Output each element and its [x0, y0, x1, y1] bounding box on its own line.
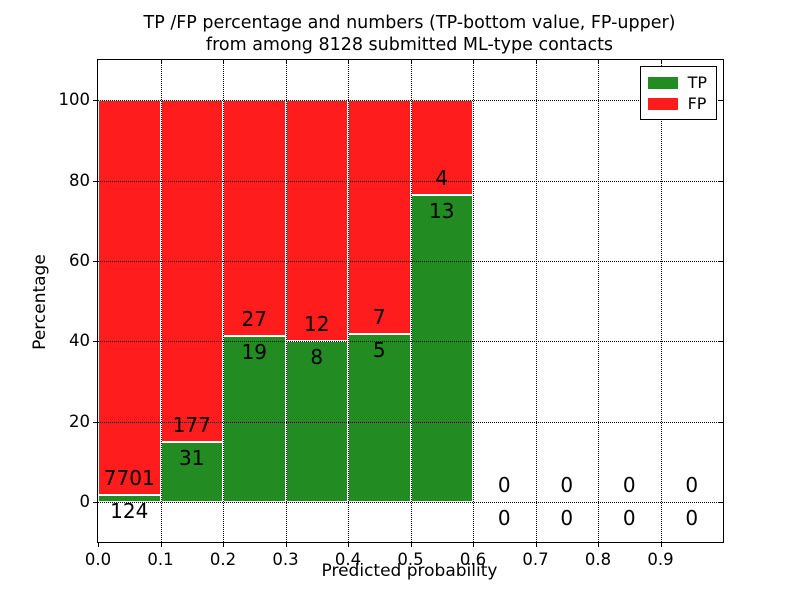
y-tick-label: 60	[69, 250, 90, 270]
y-tick-mark	[93, 501, 97, 503]
bar-segment-fp	[98, 100, 161, 496]
x-tick-mark	[410, 543, 412, 547]
fp-count-annotation: 0	[497, 472, 511, 497]
bar-segment-fp	[285, 100, 348, 342]
tp-count-annotation: 13	[429, 198, 455, 223]
legend-label-fp: FP	[687, 94, 707, 113]
y-axis-label-text: Percentage	[30, 254, 50, 350]
fp-count-annotation: 0	[685, 472, 699, 497]
x-tick-mark	[160, 543, 162, 547]
x-tick-label: 0.4	[334, 550, 362, 569]
bar-segment-fp	[160, 100, 223, 442]
tp-count-annotation: 124	[110, 499, 149, 524]
fp-count-annotation: 0	[560, 472, 574, 497]
x-tick-mark	[410, 60, 412, 64]
tp-count-annotation: 0	[685, 505, 699, 530]
y-tick-mark	[719, 421, 723, 423]
y-axis-label: Percentage	[30, 222, 54, 382]
x-tick-mark	[223, 60, 224, 64]
y-tick-label: 80	[69, 170, 90, 190]
x-tick-mark	[535, 543, 537, 547]
tp-count-annotation: 0	[497, 505, 511, 530]
x-tick-mark	[660, 60, 662, 64]
bar-segment-tp	[98, 495, 161, 502]
bar-segment-tp	[410, 194, 473, 502]
x-tick-mark	[473, 60, 474, 64]
y-tick-mark	[93, 421, 97, 423]
fp-count-annotation: 27	[241, 306, 267, 331]
y-tick-mark	[719, 180, 723, 182]
x-tick-mark	[598, 543, 599, 547]
plot-area: TP FP 7701 124 177 31 27 19 12 8 7 5 4 13 0 0 0 0 0 0 0 0 0 2…	[59, 59, 724, 569]
y-tick-mark	[93, 180, 97, 182]
x-tick-mark	[535, 60, 537, 64]
x-tick-label: 0.7	[522, 550, 549, 569]
y-tick-label: 20	[69, 411, 90, 431]
x-tick-mark	[473, 543, 474, 547]
y-tick-mark	[719, 260, 723, 262]
x-tick-label: 0.9	[647, 550, 674, 569]
fp-count-annotation: 0	[622, 472, 636, 497]
vertical-gridline	[410, 60, 412, 542]
x-tick-mark	[285, 543, 287, 547]
x-axis-label: Predicted probability	[321, 561, 498, 581]
fp-count-annotation: 7	[372, 305, 386, 330]
x-tick-label: 0.3	[272, 550, 299, 569]
tp-count-annotation: 0	[622, 505, 636, 530]
vertical-gridline	[348, 60, 349, 542]
y-tick-label: 0	[79, 491, 91, 511]
legend-row-fp: FP	[647, 93, 707, 114]
fp-count-annotation: 12	[304, 312, 330, 337]
tp-count-annotation: 19	[241, 339, 267, 364]
x-tick-label: 0.8	[584, 550, 612, 569]
y-tick-mark	[719, 341, 723, 343]
x-tick-mark	[285, 60, 287, 64]
legend-swatch-tp	[647, 76, 678, 89]
vertical-gridline	[285, 60, 287, 542]
y-tick-mark	[719, 100, 723, 102]
x-tick-label: 0.6	[459, 550, 487, 569]
vertical-gridline	[660, 60, 662, 542]
x-tick-label: 0.5	[397, 550, 424, 569]
x-tick-label: 0.1	[147, 550, 174, 569]
tp-count-annotation: 5	[372, 338, 386, 363]
x-tick-label: 0.0	[84, 550, 112, 569]
y-tick-label: 40	[69, 331, 90, 351]
bar-segment-fp	[348, 100, 411, 335]
x-tick-mark	[223, 543, 224, 547]
bar-segment-fp	[223, 100, 286, 336]
legend-label-tp: TP	[687, 73, 707, 92]
x-tick-mark	[160, 60, 162, 64]
legend: TP FP	[639, 66, 717, 120]
legend-row-tp: TP	[647, 72, 707, 93]
y-tick-mark	[93, 341, 97, 343]
vertical-gridline	[598, 60, 599, 542]
x-tick-mark	[348, 543, 349, 547]
vertical-gridline	[535, 60, 537, 542]
y-tick-mark	[93, 260, 97, 262]
fp-count-annotation: 7701	[103, 466, 155, 491]
y-tick-label: 100	[58, 90, 91, 110]
chart-title-line2: from among 8128 submitted ML-type contac…	[205, 35, 614, 55]
vertical-gridline	[473, 60, 474, 542]
tp-count-annotation: 0	[560, 505, 574, 530]
vertical-gridline	[160, 60, 162, 542]
chart-title-line1: TP /FP percentage and numbers (TP-bottom…	[143, 13, 676, 33]
tp-count-annotation: 31	[179, 445, 205, 470]
bar-segment-tp	[160, 441, 223, 502]
x-tick-mark	[98, 543, 99, 547]
fp-count-annotation: 177	[172, 412, 211, 437]
x-tick-mark	[348, 60, 349, 64]
bar-segment-tp	[348, 334, 411, 502]
x-tick-mark	[598, 60, 599, 64]
tp-count-annotation: 8	[310, 345, 324, 370]
legend-swatch-fp	[647, 97, 678, 110]
y-tick-mark	[93, 100, 97, 102]
fp-count-annotation: 4	[435, 165, 449, 190]
x-tick-mark	[660, 543, 662, 547]
x-tick-label: 0.2	[209, 550, 237, 569]
vertical-gridline	[223, 60, 224, 542]
y-tick-mark	[719, 501, 723, 503]
